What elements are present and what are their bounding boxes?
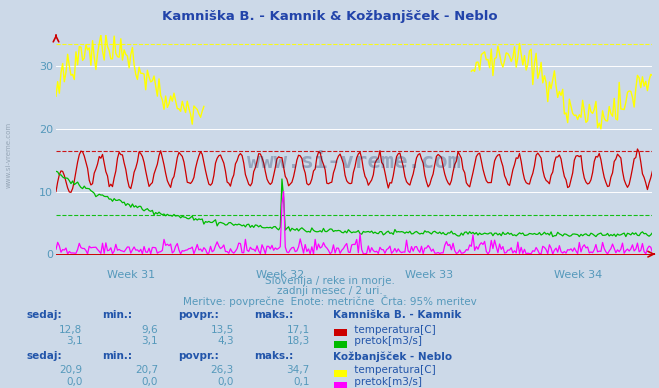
Text: povpr.:: povpr.:	[178, 310, 219, 320]
Text: 0,0: 0,0	[142, 377, 158, 387]
Text: 0,0: 0,0	[66, 377, 82, 387]
Text: min.:: min.:	[102, 310, 132, 320]
Text: Kamniška B. - Kamnik & Kožbanjšček - Neblo: Kamniška B. - Kamnik & Kožbanjšček - Neb…	[161, 10, 498, 23]
Text: Meritve: povprečne  Enote: metrične  Črta: 95% meritev: Meritve: povprečne Enote: metrične Črta:…	[183, 295, 476, 307]
Text: 20,7: 20,7	[135, 365, 158, 376]
Text: sedaj:: sedaj:	[26, 310, 62, 320]
Text: maks.:: maks.:	[254, 351, 293, 361]
Text: Week 32: Week 32	[256, 270, 304, 280]
Text: 26,3: 26,3	[211, 365, 234, 376]
Text: 17,1: 17,1	[287, 325, 310, 335]
Text: sedaj:: sedaj:	[26, 351, 62, 361]
Text: pretok[m3/s]: pretok[m3/s]	[351, 377, 422, 387]
Text: 13,5: 13,5	[211, 325, 234, 335]
Text: www.si-vreme.com: www.si-vreme.com	[5, 122, 12, 188]
Text: Week 34: Week 34	[554, 270, 602, 280]
Text: 0,0: 0,0	[217, 377, 234, 387]
Text: 3,1: 3,1	[142, 336, 158, 346]
Text: 9,6: 9,6	[142, 325, 158, 335]
Text: temperatura[C]: temperatura[C]	[351, 365, 436, 376]
Text: Week 33: Week 33	[405, 270, 453, 280]
Text: www.si-vreme.com: www.si-vreme.com	[247, 152, 461, 172]
Text: 20,9: 20,9	[59, 365, 82, 376]
Text: maks.:: maks.:	[254, 310, 293, 320]
Text: Kamniška B. - Kamnik: Kamniška B. - Kamnik	[333, 310, 461, 320]
Text: 34,7: 34,7	[287, 365, 310, 376]
Text: pretok[m3/s]: pretok[m3/s]	[351, 336, 422, 346]
Text: povpr.:: povpr.:	[178, 351, 219, 361]
Text: 3,1: 3,1	[66, 336, 82, 346]
Text: temperatura[C]: temperatura[C]	[351, 325, 436, 335]
Text: 12,8: 12,8	[59, 325, 82, 335]
Text: min.:: min.:	[102, 351, 132, 361]
Text: 18,3: 18,3	[287, 336, 310, 346]
Text: Week 31: Week 31	[107, 270, 155, 280]
Text: zadnji mesec / 2 uri.: zadnji mesec / 2 uri.	[277, 286, 382, 296]
Text: 0,1: 0,1	[293, 377, 310, 387]
Text: Slovenija / reke in morje.: Slovenija / reke in morje.	[264, 276, 395, 286]
Text: 4,3: 4,3	[217, 336, 234, 346]
Text: Kožbanjšček - Neblo: Kožbanjšček - Neblo	[333, 351, 452, 362]
